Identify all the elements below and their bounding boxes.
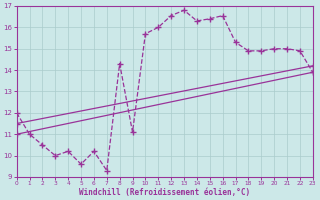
X-axis label: Windchill (Refroidissement éolien,°C): Windchill (Refroidissement éolien,°C) <box>79 188 250 197</box>
